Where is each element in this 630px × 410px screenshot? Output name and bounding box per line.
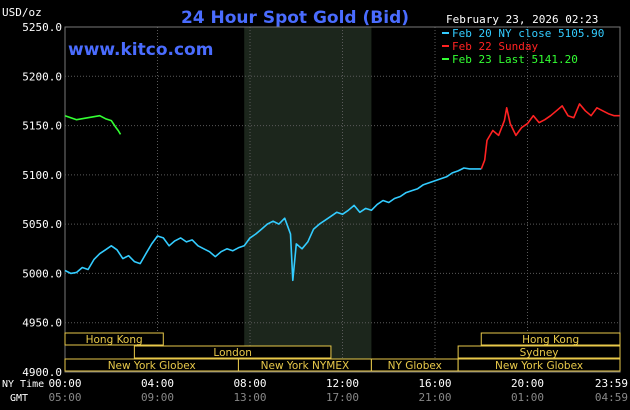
market-bar (457, 358, 621, 372)
legend-entry: Feb 23 Last 5141.20 (442, 53, 578, 66)
market-session: NY Globex (370, 358, 459, 372)
y-tick-label: 5150.0 (22, 120, 62, 133)
series-line (480, 103, 620, 170)
market-label: New York Globex (495, 360, 583, 372)
x-tick-label-ny: 04:00 (141, 377, 174, 390)
x-tick-label-gmt: 09:00 (141, 391, 174, 404)
market-label: New York NYMEX (261, 360, 350, 372)
y-tick-label: 5050.0 (22, 218, 62, 231)
market-label: New York Globex (108, 360, 196, 372)
market-label: NY Globex (388, 360, 442, 372)
plot-frame (64, 26, 621, 373)
market-bar (133, 345, 332, 359)
kitco-watermark: www.kitco.com (68, 40, 213, 60)
gmt-label: GMT (10, 393, 28, 404)
series-line (64, 114, 122, 135)
legend-entry: Feb 20 NY close 5105.90 (442, 27, 604, 40)
ny-time-label: NY Time (2, 379, 44, 390)
market-session: London (133, 345, 332, 359)
x-tick-label-gmt: 01:00 (511, 391, 544, 404)
y-tick-label: 5000.0 (22, 267, 62, 280)
market-session: Hong Kong (480, 332, 621, 346)
timestamp: February 23, 2026 02:23 (446, 13, 598, 26)
market-label: Hong Kong (86, 334, 143, 346)
x-tick-label-ny: 16:00 (418, 377, 451, 390)
market-session: New York NYMEX (237, 358, 372, 372)
market-session: New York Globex (64, 358, 239, 372)
y-tick-label: 4900.0 (22, 366, 62, 379)
x-tick-label-gmt: 21:00 (418, 391, 451, 404)
y-tick-label: 5100.0 (22, 169, 62, 182)
x-tick-label-ny: 12:00 (326, 377, 359, 390)
market-label: Sydney (520, 347, 559, 359)
legend-label: Feb 23 Last 5141.20 (452, 53, 578, 66)
market-session: Sydney (457, 345, 621, 359)
y-axis-labels: 4900.0 4950.0 5000.0 5050.0 5100.0 5150.0 5200… (22, 21, 62, 379)
market-label: London (213, 347, 252, 359)
chart-title: 24 Hour Spot Gold (Bid) (181, 8, 409, 28)
market-bar (457, 345, 621, 359)
market-bar (64, 332, 164, 346)
x-tick-label-gmt: 13:00 (233, 391, 266, 404)
legend-entry: Feb 22 Sunday (442, 40, 538, 53)
y-tick-label: 4950.0 (22, 317, 62, 330)
market-session: New York Globex (457, 358, 621, 372)
unit-label: USD/oz (2, 6, 42, 19)
price-series (64, 103, 620, 282)
x-tick-label-ny: 20:00 (511, 377, 544, 390)
series-line (64, 167, 482, 282)
x-tick-label-ny: 00:00 (48, 377, 81, 390)
grid-lines (64, 26, 621, 373)
x-tick-label-ny: 08:00 (233, 377, 266, 390)
x-tick-label-ny: 23:59 (595, 377, 628, 390)
y-tick-label: 5200.0 (22, 70, 62, 83)
nymex-session-shading (244, 27, 372, 372)
legend-label: Feb 20 NY close 5105.90 (452, 27, 604, 40)
x-tick-label-gmt: 05:00 (48, 391, 81, 404)
market-bar (480, 332, 621, 346)
market-label: Hong Kong (522, 334, 579, 346)
x-tick-label-gmt: 04:59 (595, 391, 628, 404)
y-tick-label: 5250.0 (22, 21, 62, 34)
x-tick-label-gmt: 17:00 (326, 391, 359, 404)
market-session: Hong Kong (64, 332, 164, 346)
legend-label: Feb 22 Sunday (452, 40, 538, 53)
